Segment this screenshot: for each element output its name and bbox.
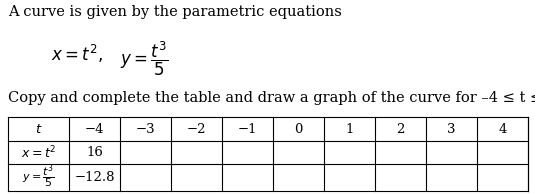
Text: −4: −4: [85, 123, 105, 136]
Text: $t$: $t$: [35, 123, 42, 136]
Text: 16: 16: [87, 146, 103, 159]
Text: −12.8: −12.8: [74, 171, 115, 184]
Text: Copy and complete the table and draw a graph of the curve for –4 ≤ t ≤ 4: Copy and complete the table and draw a g…: [8, 91, 535, 105]
Text: −2: −2: [187, 123, 207, 136]
Text: −1: −1: [238, 123, 257, 136]
Text: −3: −3: [136, 123, 156, 136]
Text: 0: 0: [295, 123, 303, 136]
Text: 2: 2: [396, 123, 405, 136]
Text: 1: 1: [346, 123, 354, 136]
Text: $x = t^2$: $x = t^2$: [21, 144, 56, 161]
Text: $x = t^2,$: $x = t^2,$: [51, 43, 103, 65]
Text: 4: 4: [499, 123, 507, 136]
Text: A curve is given by the parametric equations: A curve is given by the parametric equat…: [8, 5, 342, 19]
Text: 3: 3: [447, 123, 456, 136]
Text: $y = \dfrac{t^3}{5}$: $y = \dfrac{t^3}{5}$: [22, 163, 55, 191]
Text: $y = \dfrac{t^3}{5}$: $y = \dfrac{t^3}{5}$: [120, 40, 169, 78]
